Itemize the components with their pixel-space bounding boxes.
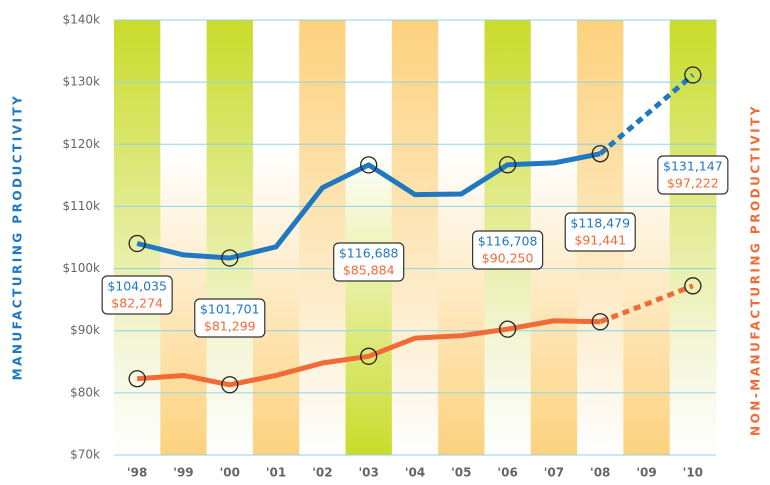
value-label: $82,274 [111, 296, 163, 311]
stripe [669, 20, 717, 455]
x-tick-label: '09 [636, 466, 656, 480]
value-label-box [472, 230, 544, 270]
y-tick-label: $110k [63, 199, 101, 213]
point-marker [360, 347, 378, 365]
stripe [391, 20, 439, 455]
line [136, 318, 601, 388]
value-label: $101,701 [200, 302, 260, 317]
point-marker [498, 320, 517, 338]
y-tick-label: $120k [63, 137, 101, 151]
y-tick-label: $80k [70, 385, 100, 399]
value-label-box [657, 155, 729, 195]
value-label: $118,479 [570, 216, 630, 231]
y-axis-label: MANUFACTURING PRODUCTIVITY [11, 94, 25, 381]
value-label-box [333, 242, 405, 282]
point-marker [684, 277, 702, 295]
value-label: $90,250 [482, 251, 534, 266]
point-marker [684, 66, 702, 84]
y-tick-label: $70k [70, 448, 100, 462]
y-tick-label: $90k [70, 323, 100, 337]
point-marker [591, 313, 609, 331]
line-projected [598, 73, 695, 156]
stripe [160, 20, 208, 455]
x-tick-label: '08 [590, 466, 610, 480]
value-label: $85,884 [343, 263, 395, 278]
point-marker [498, 156, 517, 174]
value-label: $116,708 [478, 234, 538, 249]
value-label-box [564, 212, 636, 252]
point-marker [128, 234, 146, 253]
x-tick-label: '05 [451, 466, 471, 480]
stripe [114, 20, 161, 455]
x-tick-label: '10 [683, 466, 703, 480]
point-marker [221, 376, 239, 394]
x-tick-label: '01 [266, 466, 286, 480]
point-marker [128, 370, 146, 388]
x-tick-label: '07 [544, 466, 564, 480]
line-projected [599, 283, 694, 325]
stripe [299, 20, 347, 455]
value-label: $91,441 [574, 233, 626, 248]
value-label-box [194, 298, 266, 338]
stripe [206, 20, 254, 455]
value-label-box [101, 275, 173, 315]
line [136, 151, 601, 261]
x-tick-label: '03 [359, 466, 379, 480]
x-tick-label: '06 [497, 466, 517, 480]
value-label: $104,035 [107, 279, 167, 294]
stripe [345, 20, 393, 455]
y-tick-label: $130k [63, 75, 101, 89]
y-axis-label-right: NON-MANUFACTURING PRODUCTIVITY [749, 104, 763, 436]
value-label: $81,299 [204, 319, 256, 334]
y-tick-label: $140k [63, 13, 101, 27]
value-label: $131,147 [663, 159, 723, 174]
stripe [252, 20, 300, 455]
x-tick-label: '00 [220, 466, 240, 480]
point-marker [360, 156, 378, 174]
x-tick-label: '98 [127, 466, 147, 480]
x-tick-label: '02 [312, 466, 332, 480]
y-tick-label: $100k [63, 261, 101, 275]
value-label: $97,222 [667, 176, 719, 191]
x-tick-label: '04 [405, 466, 425, 480]
point-marker [221, 249, 239, 267]
point-marker [591, 145, 609, 163]
x-tick-label: '99 [173, 466, 193, 480]
value-label: $116,688 [339, 246, 399, 261]
